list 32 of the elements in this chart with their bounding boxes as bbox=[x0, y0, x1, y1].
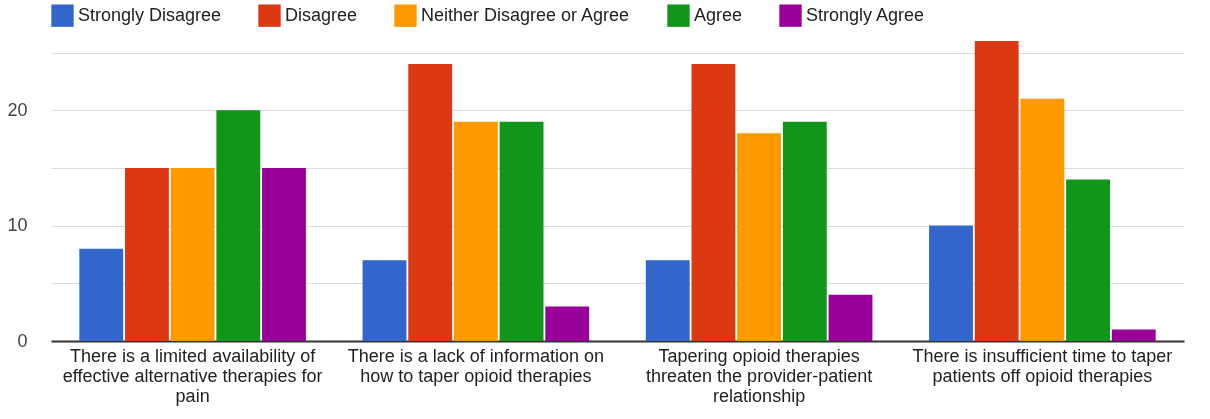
legend-label: Agree bbox=[694, 4, 743, 25]
bar bbox=[737, 133, 782, 341]
bar bbox=[453, 121, 498, 341]
bar bbox=[782, 121, 827, 341]
bar bbox=[828, 294, 873, 341]
bar bbox=[262, 167, 306, 341]
bar bbox=[79, 248, 124, 341]
legend-label: Strongly Agree bbox=[806, 4, 925, 25]
legend-label: Neither Disagree or Agree bbox=[421, 4, 630, 25]
bar bbox=[974, 41, 1019, 341]
bar bbox=[1020, 98, 1065, 341]
bar bbox=[125, 167, 169, 341]
y-tick-label: 20 bbox=[7, 99, 28, 120]
legend-label: Disagree bbox=[285, 4, 358, 25]
bar bbox=[170, 167, 215, 341]
bar bbox=[362, 260, 407, 341]
bar bbox=[408, 64, 453, 341]
x-tick-label: There is insufficient time to taper patients off opioid therapies bbox=[912, 345, 1173, 386]
bar bbox=[499, 121, 544, 341]
x-tick-label: There is a limited availability of effective alternative therapies for pain bbox=[62, 345, 323, 406]
y-tick-label: 10 bbox=[7, 215, 28, 236]
bar bbox=[1066, 179, 1110, 341]
x-tick-label: Tapering opioid therapies threaten the provider-patient relationship bbox=[646, 345, 873, 406]
x-tick-label: There is a lack of information on how to taper opioid therapies bbox=[347, 345, 604, 386]
bar bbox=[1111, 329, 1156, 341]
bar bbox=[691, 64, 736, 341]
bar bbox=[929, 225, 973, 341]
y-tick-label: 0 bbox=[17, 330, 28, 351]
bar bbox=[216, 110, 261, 341]
bar bbox=[645, 260, 690, 341]
legend-label: Strongly Disagree bbox=[78, 4, 222, 25]
bar bbox=[545, 306, 590, 341]
